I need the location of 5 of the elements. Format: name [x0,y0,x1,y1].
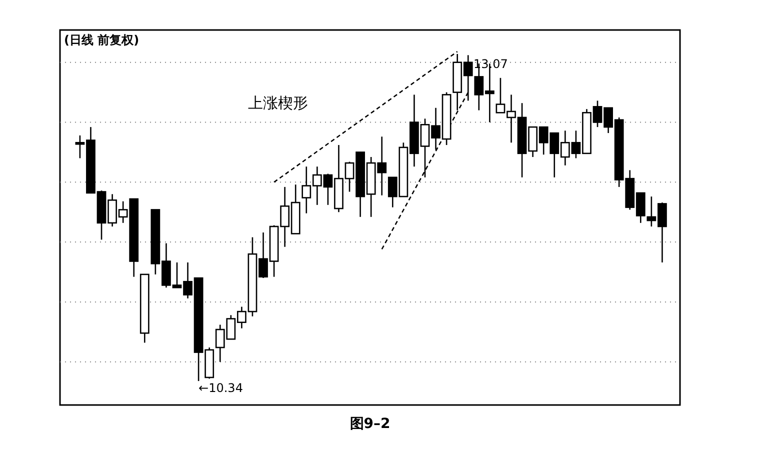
annotation: ←10.34 [198,381,243,396]
chart-title: (日线 前复权) [64,33,140,47]
annotation: 上涨楔形 [248,94,308,112]
annotation: 13.07 [474,56,508,71]
caption: 图9–2 [350,416,390,432]
